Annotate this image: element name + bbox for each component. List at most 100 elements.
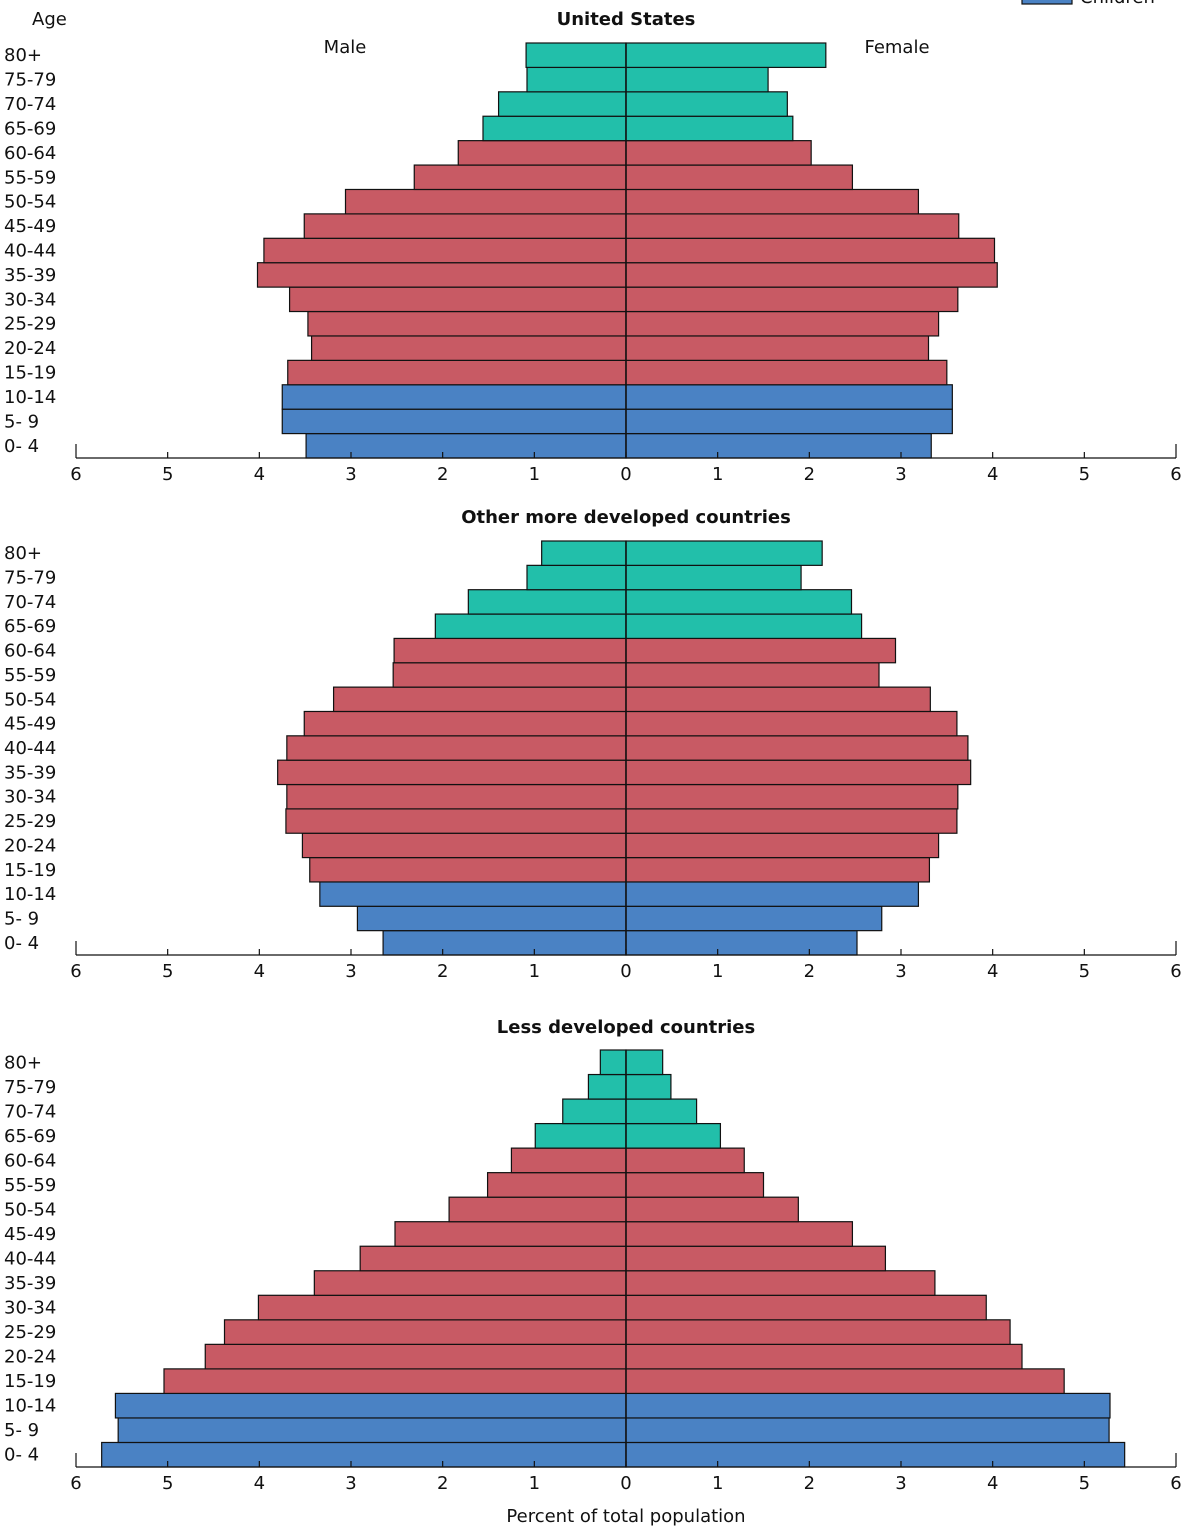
x-tick-label: 5: [162, 961, 173, 982]
y-tick-label: 30-34: [4, 787, 56, 808]
bar: [204, 1343, 627, 1370]
y-tick-label: 80+: [4, 1052, 42, 1073]
x-tick-label: 3: [895, 464, 906, 485]
bar: [625, 1368, 1065, 1395]
bar: [625, 759, 972, 786]
bar: [288, 286, 627, 313]
bar: [625, 1417, 1110, 1444]
bar: [486, 1172, 627, 1198]
bar: [303, 213, 627, 239]
x-tick-label: 4: [254, 1473, 265, 1494]
bar: [310, 335, 627, 361]
bar: [625, 408, 953, 435]
bar: [382, 930, 627, 956]
y-tick-label: 70-74: [4, 94, 56, 115]
y-tick-label: 60-64: [4, 641, 56, 662]
bar: [625, 662, 880, 688]
y-tick-label: 60-64: [4, 1150, 56, 1171]
y-tick-label: 65-69: [4, 616, 56, 637]
bar: [625, 1122, 722, 1149]
bar: [434, 613, 627, 640]
y-tick-label: 45-49: [4, 1224, 56, 1245]
legend-label: Children: [1080, 0, 1155, 8]
x-tick-label: 6: [70, 464, 81, 485]
bar: [625, 1441, 1126, 1468]
y-tick-label: 35-39: [4, 1273, 56, 1294]
bar: [625, 930, 858, 956]
bar: [625, 637, 897, 664]
bar: [114, 1392, 627, 1419]
y-tick-label: 15-19: [4, 860, 56, 881]
bar: [256, 262, 627, 288]
x-tick-label: 5: [1079, 961, 1090, 982]
bar: [625, 262, 998, 288]
bar: [625, 1392, 1111, 1419]
y-tick-label: 25-29: [4, 314, 56, 335]
series-label: Male: [324, 37, 367, 58]
y-tick-label: 70-74: [4, 1101, 56, 1122]
y-tick-label: 25-29: [4, 1322, 56, 1343]
bar: [625, 564, 802, 591]
bar: [303, 710, 627, 737]
bar: [257, 1294, 627, 1321]
y-tick-label: 60-64: [4, 143, 56, 164]
x-tick-label: 3: [895, 1473, 906, 1494]
y-axis-label: Age: [32, 9, 67, 30]
x-tick-label: 3: [345, 464, 356, 485]
bar: [625, 359, 948, 386]
y-tick-label: 35-39: [4, 265, 56, 286]
x-tick-label: 2: [437, 464, 448, 485]
y-tick-label: 15-19: [4, 363, 56, 384]
x-tick-label: 2: [804, 961, 815, 982]
x-tick-label: 1: [529, 1473, 540, 1494]
bar: [625, 1049, 664, 1076]
chart-title: United States: [557, 9, 696, 30]
bar: [625, 91, 788, 117]
bar: [482, 115, 627, 142]
y-tick-label: 45-49: [4, 216, 56, 237]
y-tick-label: 40-44: [4, 241, 56, 262]
bar: [534, 1122, 627, 1149]
x-tick-label: 3: [895, 961, 906, 982]
x-tick-label: 6: [70, 1473, 81, 1494]
y-tick-label: 80+: [4, 45, 42, 66]
y-tick-label: 5- 9: [4, 908, 39, 929]
y-tick-label: 25-29: [4, 811, 56, 832]
legend-swatch: [1021, 0, 1073, 5]
bar: [587, 1073, 627, 1100]
x-tick-label: 0: [620, 961, 631, 982]
y-tick-label: 70-74: [4, 592, 56, 613]
bar: [393, 637, 627, 664]
bar: [625, 188, 920, 215]
y-tick-label: 20-24: [4, 338, 56, 359]
y-tick-label: 0- 4: [4, 933, 39, 954]
bar: [625, 589, 853, 615]
y-tick-label: 75-79: [4, 1077, 56, 1098]
y-tick-label: 5- 9: [4, 1420, 39, 1441]
bar: [467, 589, 627, 615]
y-tick-label: 55-59: [4, 167, 56, 188]
x-tick-label: 0: [620, 1473, 631, 1494]
x-tick-label: 1: [712, 464, 723, 485]
bar: [541, 540, 627, 566]
x-axis-label: Percent of total population: [506, 1506, 745, 1527]
bar: [307, 310, 627, 337]
y-tick-label: 45-49: [4, 714, 56, 735]
bar: [625, 286, 959, 313]
bar: [625, 710, 958, 737]
y-tick-label: 10-14: [4, 884, 56, 905]
x-tick-label: 5: [162, 1473, 173, 1494]
bar: [525, 42, 627, 69]
y-tick-label: 80+: [4, 543, 42, 564]
x-tick-label: 6: [1170, 464, 1181, 485]
bar: [281, 384, 627, 410]
bar: [625, 783, 959, 810]
bar: [625, 1270, 936, 1296]
y-tick-label: 50-54: [4, 192, 56, 213]
bar: [625, 1172, 765, 1198]
bar: [599, 1049, 627, 1076]
y-tick-label: 35-39: [4, 762, 56, 783]
bar: [625, 1221, 854, 1247]
bar: [625, 1319, 1011, 1345]
